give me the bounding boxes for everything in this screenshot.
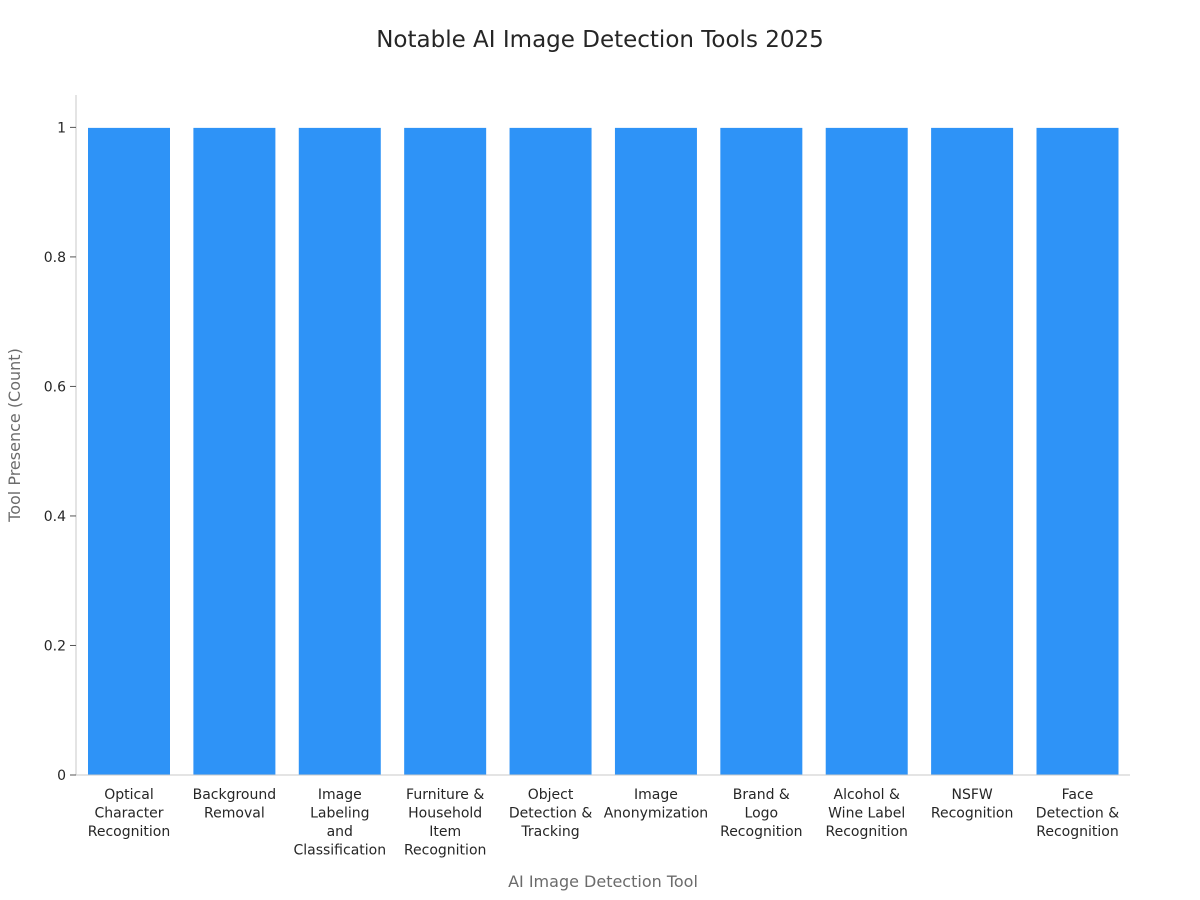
x-tick-label: Alcohol & Wine Label Recognition: [825, 787, 907, 840]
plot-area: [87, 126, 1120, 776]
bar: [613, 126, 698, 776]
bar: [297, 126, 382, 776]
bar: [87, 126, 171, 776]
x-tick-label: Background Removal: [193, 787, 277, 822]
x-tick-label: Object Detection & Tracking: [509, 787, 592, 840]
y-tick-label: 0.4: [44, 509, 66, 525]
bar: [824, 126, 909, 776]
bar: [192, 126, 277, 776]
y-tick-label: 0.2: [44, 638, 66, 654]
x-tick-label: Furniture & Household Item Recognition: [404, 787, 486, 859]
x-tick-label: Image Labeling and Classification: [293, 787, 386, 859]
y-tick-label: 0: [57, 768, 66, 784]
x-tick-label: NSFW Recognition: [931, 787, 1013, 822]
bar: [719, 126, 804, 776]
x-axis-title: AI Image Detection Tool: [508, 872, 698, 891]
x-tick-label: Image Anonymization: [604, 787, 708, 822]
y-tick-label: 1: [57, 120, 66, 136]
bar: [1035, 126, 1120, 776]
bar: [930, 126, 1015, 776]
y-axis-title: Tool Presence (Count): [5, 348, 24, 523]
x-tick-label: Optical Character Recognition: [88, 787, 170, 840]
bar: [403, 126, 488, 776]
bar: [508, 126, 593, 776]
y-tick-label: 0.6: [44, 379, 66, 395]
x-tick-label: Face Detection & Recognition: [1036, 787, 1119, 840]
x-tick-label: Brand & Logo Recognition: [720, 787, 802, 840]
chart-title: Notable AI Image Detection Tools 2025: [376, 27, 824, 53]
y-tick-label: 0.8: [44, 250, 66, 266]
